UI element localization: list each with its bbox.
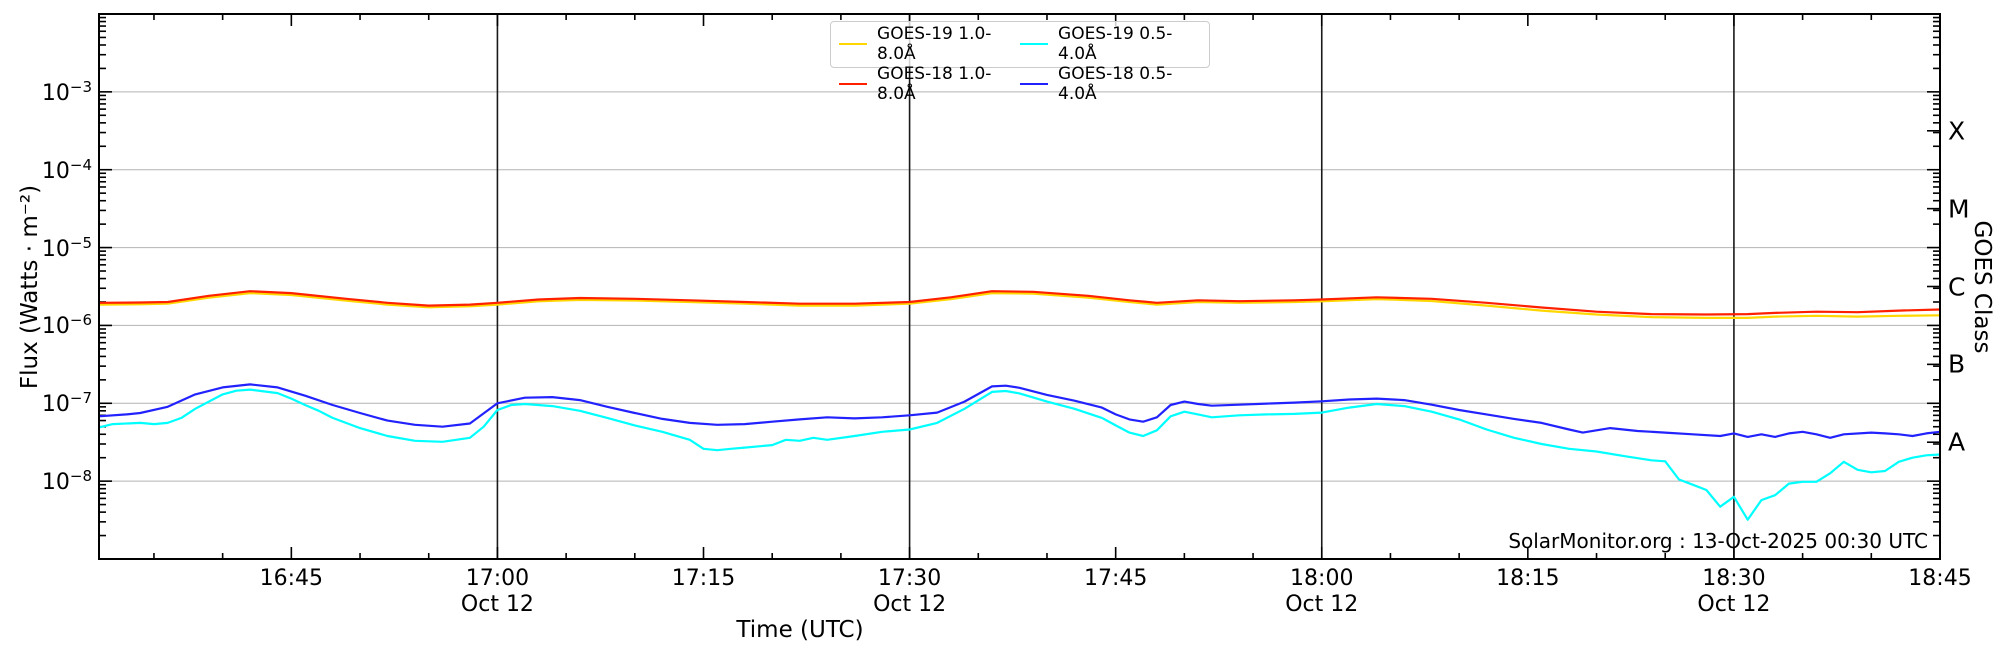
x-tick-label-18:00: 18:00	[1290, 566, 1354, 591]
legend-swatch-icon	[1020, 43, 1049, 45]
series-line-1	[98, 290, 1941, 316]
x-date-label-17:00: Oct 12	[460, 592, 534, 617]
goes-class-label-M: M	[1948, 194, 1970, 224]
legend-item-1: GOES-18 1.0-8.0Å	[839, 64, 1020, 104]
legend-label: GOES-19 1.0-8.0Å	[877, 24, 992, 64]
legend-item-0: GOES-19 1.0-8.0Å	[839, 24, 1020, 64]
x-date-label-18:30: Oct 12	[1697, 592, 1771, 617]
x-tick-label-18:15: 18:15	[1496, 566, 1560, 591]
goes-class-label-C: C	[1948, 272, 1966, 301]
x-tick-label-17:00: 17:00	[465, 566, 530, 591]
right-axis-label: GOES Class	[1969, 220, 1995, 354]
series-line-3	[98, 383, 1941, 439]
plot-frame	[98, 13, 1941, 560]
x-tick-label-17:30: 17:30	[877, 566, 942, 591]
legend-swatch-icon	[839, 83, 868, 85]
x-tick-label-17:15: 17:15	[671, 566, 736, 591]
x-axis-label: Time (UTC)	[736, 617, 864, 643]
y-tick-label-1e−7: 10−7	[41, 389, 92, 418]
x-tick-label-17:45: 17:45	[1083, 566, 1148, 591]
y-axis-label: Flux (Watts · m⁻²)	[17, 184, 43, 390]
legend-label: GOES-19 0.5-4.0Å	[1058, 24, 1173, 64]
y-tick-label-1e−6: 10−6	[41, 311, 92, 340]
x-tick-label-18:30: 18:30	[1702, 566, 1766, 591]
x-date-label-17:30: Oct 12	[873, 592, 947, 617]
legend: GOES-19 1.0-8.0Å GOES-18 1.0-8.0Å GOES-19 …	[830, 21, 1210, 104]
watermark-timestamp-text: SolarMonitor.org : 13-Oct-2025 00:30 UTC	[1508, 529, 1928, 553]
goes-class-label-A: A	[1948, 427, 1966, 457]
goes-class-label-B: B	[1948, 349, 1966, 379]
legend-item-3: GOES-18 0.5-4.0Å	[1020, 64, 1201, 104]
x-date-label-18:00: Oct 12	[1285, 592, 1359, 617]
legend-swatch-icon	[839, 43, 868, 45]
y-tick-label-1e−8: 10−8	[41, 466, 92, 496]
legend-swatch-icon	[1020, 83, 1049, 85]
y-tick-label-1e−5: 10−5	[41, 233, 92, 262]
x-tick-label-18:45: 18:45	[1908, 566, 1972, 591]
goes-class-label-X: X	[1948, 116, 1966, 146]
series-line-2	[98, 388, 1941, 521]
legend-label: GOES-18 1.0-8.0Å	[877, 64, 992, 104]
legend-item-2: GOES-19 0.5-4.0Å	[1020, 24, 1201, 64]
y-tick-label-1e−3: 10−3	[41, 77, 92, 107]
series-line-0	[98, 292, 1941, 319]
legend-label: GOES-18 0.5-4.0Å	[1058, 64, 1173, 104]
y-tick-label-1e−4: 10−4	[41, 155, 92, 184]
x-tick-label-16:45: 16:45	[259, 566, 324, 591]
